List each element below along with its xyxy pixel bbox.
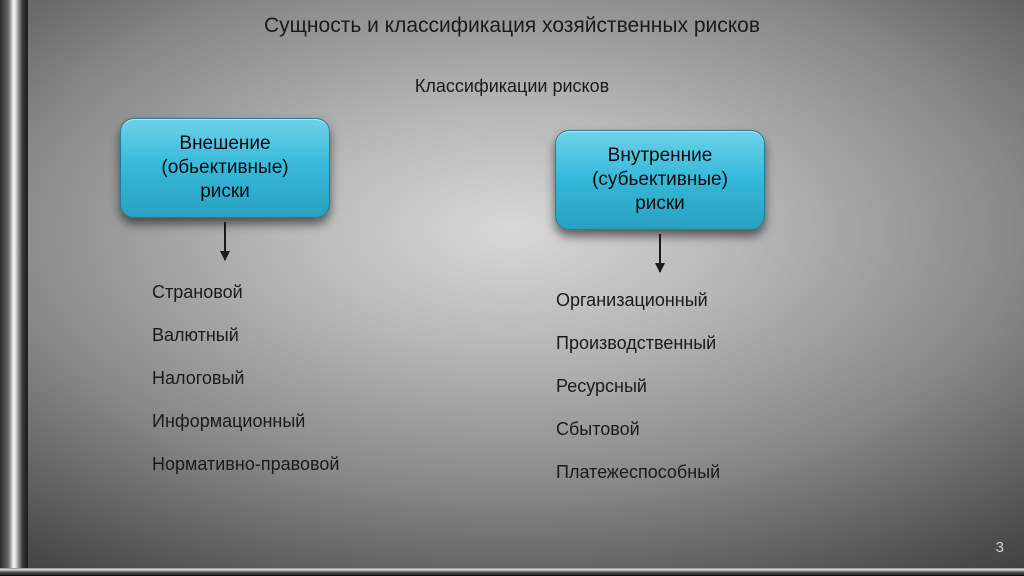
list-item: Налоговый	[152, 368, 339, 389]
arrow-down-icon	[224, 222, 226, 260]
list-item: Валютный	[152, 325, 339, 346]
card-line: (обьективные)	[161, 156, 288, 180]
list-internal-risks: Организационный Производственный Ресурсн…	[556, 290, 720, 483]
list-item: Сбытовой	[556, 419, 720, 440]
list-item: Производственный	[556, 333, 720, 354]
card-line: риски	[200, 180, 250, 204]
page-number: 3	[996, 539, 1004, 556]
card-line: Внешение	[179, 132, 270, 156]
card-line: Внутренние	[608, 144, 713, 168]
card-internal-risks: Внутренние (субьективные) риски	[555, 130, 765, 230]
list-external-risks: Страновой Валютный Налоговый Информацион…	[152, 282, 339, 475]
card-line: (субьективные)	[592, 168, 728, 192]
slide-title: Сущность и классификация хозяйственных р…	[0, 14, 1024, 38]
list-item: Платежеспособный	[556, 462, 720, 483]
list-item: Организационный	[556, 290, 720, 311]
slide-frame-bottom	[0, 568, 1024, 576]
card-line: риски	[635, 192, 685, 216]
card-external-risks: Внешение (обьективные) риски	[120, 118, 330, 218]
slide-subtitle: Классификации рисков	[0, 76, 1024, 97]
list-item: Нормативно-правовой	[152, 454, 339, 475]
list-item: Ресурсный	[556, 376, 720, 397]
list-item: Страновой	[152, 282, 339, 303]
list-item: Информационный	[152, 411, 339, 432]
arrow-down-icon	[659, 234, 661, 272]
